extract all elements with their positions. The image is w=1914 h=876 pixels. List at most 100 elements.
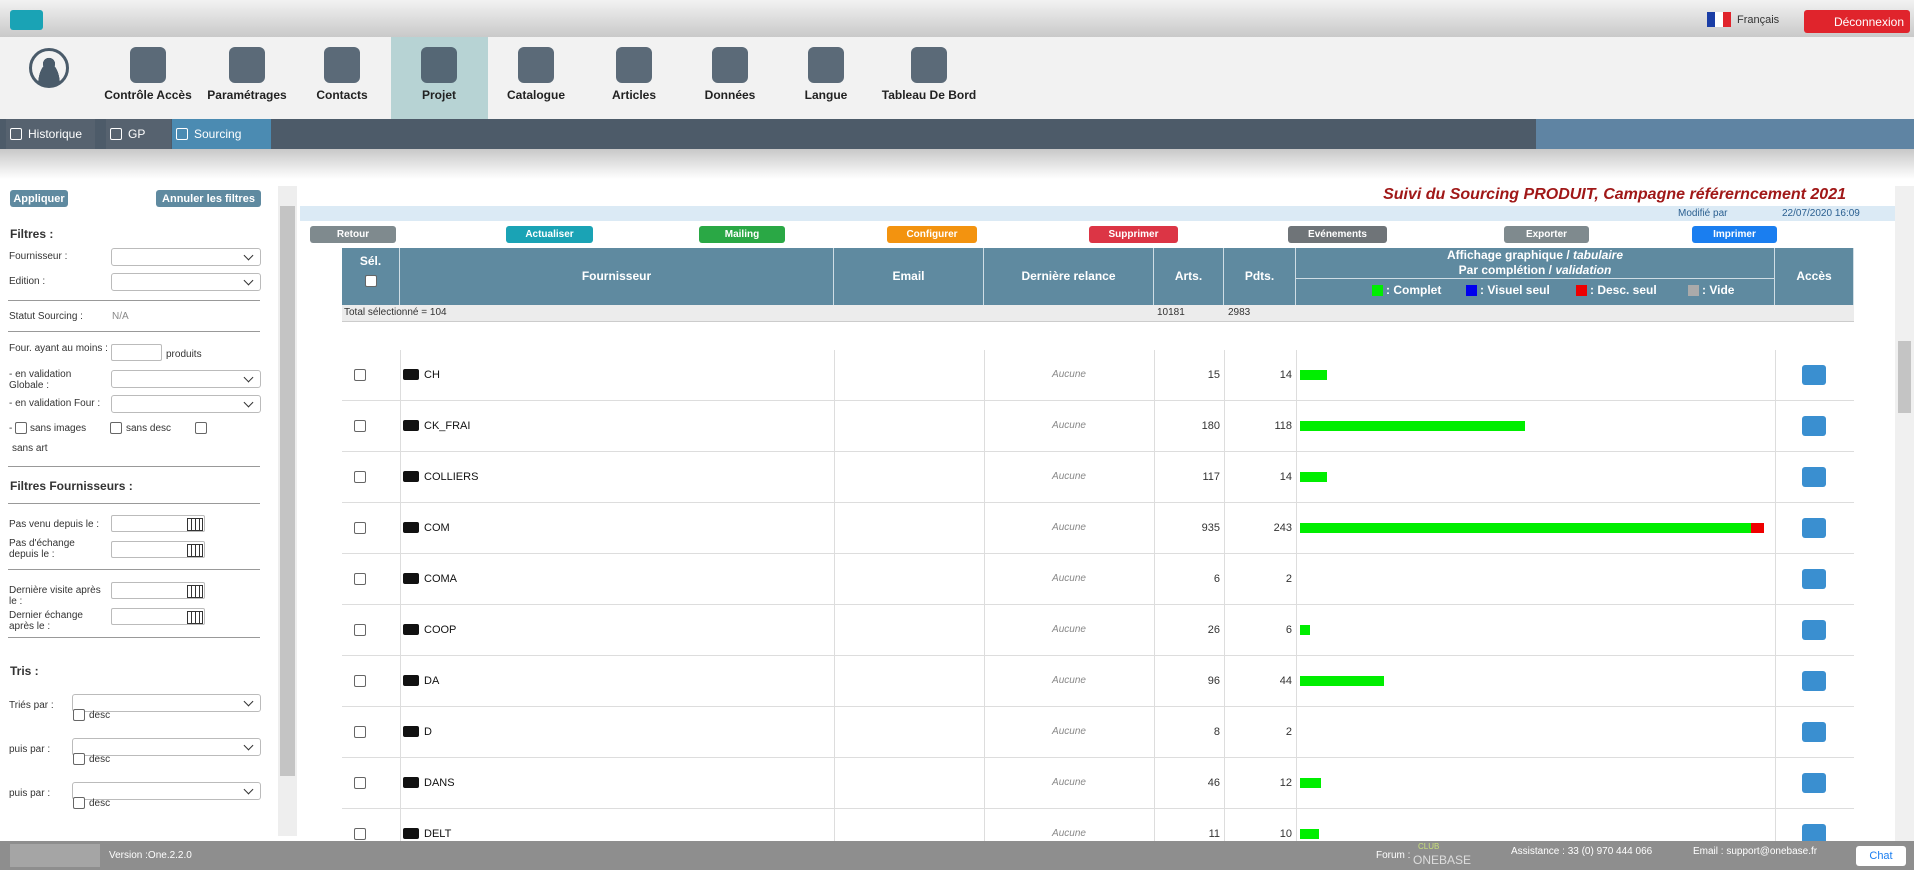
brand[interactable]: ONEBASE (1413, 853, 1472, 867)
nav-label[interactable]: Données (704, 88, 756, 102)
sub-nav-label[interactable]: Historique (28, 127, 83, 141)
nav-icon[interactable] (421, 47, 457, 83)
scroll-thumb[interactable] (280, 206, 295, 776)
nav-label[interactable]: Contrôle Accès (104, 88, 192, 102)
checkbox[interactable] (110, 422, 122, 434)
checkbox[interactable] (73, 709, 85, 721)
nav-icon[interactable] (712, 47, 748, 83)
calendar-icon[interactable] (187, 544, 203, 557)
nav-label[interactable]: Articles (611, 88, 657, 102)
access-button[interactable] (1802, 569, 1826, 589)
relance: Aucune (1052, 777, 1086, 788)
nav-icon[interactable] (616, 47, 652, 83)
global-validation-select[interactable] (111, 370, 261, 388)
access-button[interactable] (1802, 773, 1826, 793)
row-checkbox[interactable] (354, 777, 366, 789)
row-checkbox[interactable] (354, 420, 366, 432)
nav-label[interactable]: Contacts (316, 88, 368, 102)
toolbar-button[interactable]: Configurer (887, 226, 977, 243)
nav-icon[interactable] (808, 47, 844, 83)
sub-nav-item[interactable] (106, 119, 171, 149)
date-input[interactable] (111, 515, 205, 532)
sub-nav-item[interactable] (6, 119, 95, 149)
access-button[interactable] (1802, 620, 1826, 640)
user-avatar[interactable] (29, 48, 69, 88)
toolbar-button[interactable]: Exporter (1504, 226, 1589, 243)
sub-nav-icon (110, 128, 122, 140)
checkbox[interactable] (73, 797, 85, 809)
calendar-icon[interactable] (187, 518, 203, 531)
language[interactable]: Français (1737, 14, 1780, 26)
truck-icon (403, 522, 419, 533)
supplier-select[interactable] (111, 248, 261, 266)
sub-nav-label[interactable]: GP (128, 127, 146, 141)
arts: 6 (1213, 573, 1220, 585)
apply-button[interactable]: Appliquer (10, 190, 68, 207)
nav-label[interactable]: Catalogue (506, 88, 565, 102)
row-checkbox[interactable] (354, 471, 366, 483)
toolbar-button[interactable]: Evénements (1288, 226, 1387, 243)
toolbar-button[interactable]: Retour (310, 226, 396, 243)
access-button[interactable] (1802, 671, 1826, 691)
sub-nav-item[interactable] (172, 119, 271, 149)
supplier-validation-select[interactable] (111, 395, 261, 413)
row-checkbox[interactable] (354, 522, 366, 534)
nav-icon[interactable] (324, 47, 360, 83)
row-checkbox[interactable] (354, 624, 366, 636)
date-input[interactable] (111, 582, 205, 599)
access-button[interactable] (1802, 824, 1826, 841)
access-button[interactable] (1802, 722, 1826, 742)
access-button[interactable] (1802, 518, 1826, 538)
left-scrollbar[interactable] (278, 186, 297, 836)
nav-icon[interactable] (911, 47, 947, 83)
logo-button[interactable] (10, 10, 43, 30)
shadow (0, 149, 1914, 179)
toolbar-button[interactable]: Mailing (699, 226, 785, 243)
nav-icon[interactable] (518, 47, 554, 83)
calendar-icon[interactable] (187, 611, 203, 624)
scroll-thumb[interactable] (1898, 341, 1911, 413)
bar-complet (1300, 676, 1385, 686)
sub-nav-label[interactable]: Sourcing (194, 127, 242, 141)
date-input[interactable] (111, 608, 205, 625)
nav-label[interactable]: Langue (804, 88, 848, 102)
access-button[interactable] (1802, 467, 1826, 487)
access-button[interactable] (1802, 416, 1826, 436)
supplier-name: COLLIERS (424, 471, 479, 483)
sort-select[interactable] (72, 694, 261, 712)
toolbar-button[interactable]: Supprimer (1089, 226, 1178, 243)
toolbar-button[interactable]: Imprimer (1692, 226, 1777, 243)
checkbox[interactable] (195, 422, 207, 434)
nav-label[interactable]: Projet (421, 88, 456, 102)
club[interactable]: CLUB (1418, 842, 1440, 851)
nav-icon[interactable] (130, 47, 166, 83)
pdts: 2 (1285, 726, 1292, 738)
row-checkbox[interactable] (354, 726, 366, 738)
row-checkbox[interactable] (354, 369, 366, 381)
nav-icon[interactable] (229, 47, 265, 83)
chat-button[interactable]: Chat (1856, 846, 1906, 866)
checkbox[interactable] (15, 422, 27, 434)
row-checkbox[interactable] (354, 675, 366, 687)
calendar-icon[interactable] (187, 585, 203, 598)
cell-border (984, 554, 985, 605)
row-checkbox[interactable] (354, 828, 366, 840)
header-checkbox[interactable] (365, 275, 377, 287)
checkbox[interactable] (73, 753, 85, 765)
row-checkbox[interactable] (354, 573, 366, 585)
cell-border (1224, 758, 1225, 809)
nav-label[interactable]: Paramétrages (207, 88, 287, 102)
access-button[interactable] (1802, 365, 1826, 385)
sort-select[interactable] (72, 782, 261, 800)
cell-border (1775, 452, 1776, 503)
edition-select[interactable] (111, 273, 261, 291)
toolbar-button[interactable]: Actualiser (506, 226, 593, 243)
min-products-input[interactable] (111, 344, 162, 361)
sort-select[interactable] (72, 738, 261, 756)
nav-label[interactable]: Tableau De Bord (881, 88, 977, 102)
right-scrollbar[interactable] (1895, 186, 1914, 841)
date-input[interactable] (111, 541, 205, 558)
cancel-button[interactable]: Annuler les filtres (156, 190, 261, 207)
logout-button[interactable]: Déconnexion (1804, 10, 1910, 33)
truck-icon (403, 369, 419, 380)
